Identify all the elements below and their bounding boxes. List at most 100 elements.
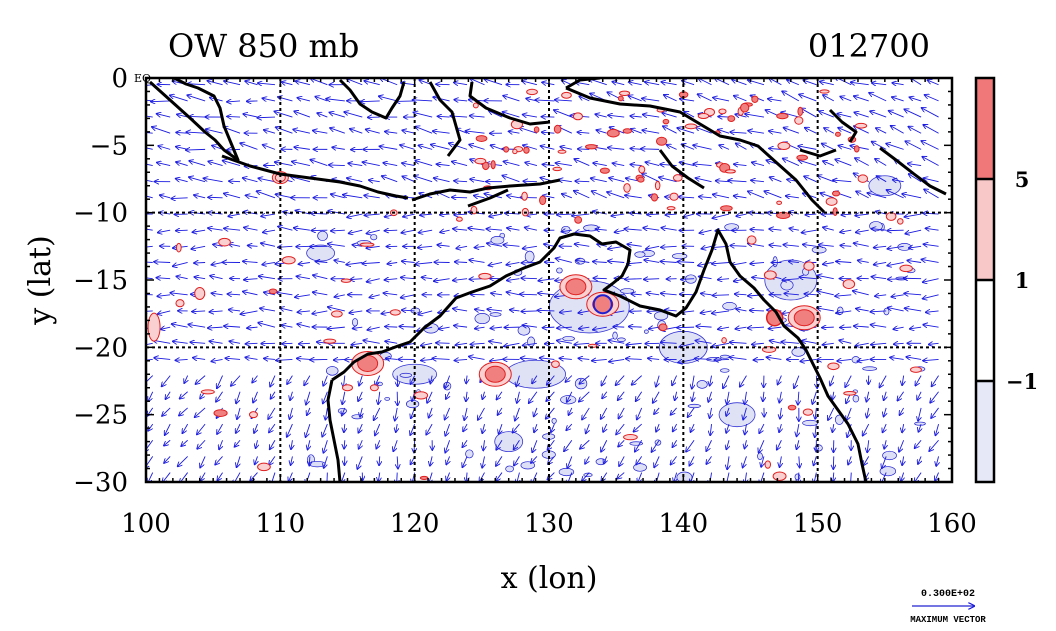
negative-ow-contour: [882, 450, 897, 461]
wind-vector: [258, 323, 276, 328]
wind-vector: [683, 214, 695, 217]
wind-vector: [506, 262, 520, 264]
wind-vector: [180, 391, 188, 399]
wind-vector: [675, 391, 677, 400]
wind-vector: [379, 456, 380, 465]
positive-ow-contour: [175, 299, 185, 308]
wind-vector: [840, 230, 852, 232]
wind-vector: [871, 343, 887, 344]
wind-vector: [328, 307, 345, 312]
wind-vector: [679, 197, 695, 198]
wind-vector: [308, 440, 310, 449]
wind-vector: [270, 440, 276, 449]
wind-vector: [170, 95, 188, 102]
positive-ow-contour: [539, 195, 547, 206]
wind-vector: [923, 278, 939, 283]
wind-vector: [375, 423, 381, 435]
positive-ow-contour: [794, 116, 804, 125]
wind-vector: [379, 146, 398, 150]
wind-vector: [321, 489, 328, 501]
java-coast: [221, 154, 409, 200]
wind-vector: [543, 327, 555, 328]
wind-vector: [353, 327, 363, 328]
wind-vector: [173, 341, 188, 343]
positive-ow-contour: [552, 166, 563, 172]
vector-key-value: 0.300E+02: [921, 589, 975, 600]
wind-vector: [678, 262, 695, 263]
wind-vector: [531, 456, 538, 463]
wind-vector: [633, 423, 642, 432]
positive-ow-contour: [557, 149, 567, 154]
wind-vector: [555, 100, 572, 101]
wind-vector: [154, 358, 171, 360]
sumatra-coast: [148, 78, 240, 162]
wind-vector: [445, 489, 450, 501]
lesser-sunda-coast: [411, 178, 561, 208]
wind-vector: [680, 162, 695, 166]
wind-vector: [194, 277, 206, 279]
wind-vector: [909, 174, 922, 183]
wind-vector: [680, 294, 695, 295]
wind-vector: [401, 230, 415, 233]
negative-ow-contour: [802, 419, 819, 427]
wind-vector: [557, 214, 572, 215]
wind-vector: [520, 294, 537, 295]
wind-vector: [243, 114, 258, 117]
wind-vector: [386, 358, 398, 359]
wind-vector: [815, 424, 817, 437]
wind-vector: [643, 115, 660, 118]
wind-vector: [902, 194, 922, 199]
wind-vector: [182, 423, 189, 433]
wind-vector: [656, 423, 659, 432]
wind-vector: [534, 423, 537, 432]
y-tick-label: −5: [90, 131, 128, 161]
wind-vector: [454, 214, 468, 215]
wind-vector: [567, 391, 573, 402]
wind-vector: [252, 375, 258, 383]
wind-vector: [762, 489, 764, 501]
wind-vector: [446, 456, 449, 464]
negative-ow-contour: [465, 449, 474, 459]
wind-vector: [712, 342, 730, 346]
wind-vector: [197, 423, 206, 434]
wind-vector: [789, 261, 799, 262]
wind-vector: [176, 162, 188, 166]
wind-vector: [713, 98, 730, 102]
wind-vector: [824, 128, 834, 134]
wind-vector: [768, 99, 782, 101]
wind-vector: [146, 262, 153, 263]
wind-vector: [197, 439, 206, 449]
wind-vector: [397, 472, 398, 482]
wind-vector: [254, 423, 257, 433]
negative-ow-contour: [520, 461, 536, 470]
positive-ow-contour: [697, 112, 710, 119]
positive-ow-contour: [475, 135, 488, 142]
wind-vector: [483, 440, 484, 450]
wind-vector: [718, 327, 730, 329]
wind-vector: [803, 244, 817, 246]
wind-vector: [366, 246, 380, 248]
wind-vector: [343, 195, 363, 199]
wind-vector: [680, 99, 695, 101]
wind-vector: [608, 340, 625, 343]
positive-ow-contour: [572, 112, 583, 121]
wind-vector: [276, 194, 293, 199]
wind-vector: [491, 293, 503, 295]
wind-vector: [534, 407, 537, 416]
wind-vector: [576, 260, 590, 262]
wind-vector: [726, 407, 729, 416]
negative-ow-contour: [399, 372, 413, 378]
wind-vector: [693, 164, 712, 166]
wind-vector: [347, 213, 363, 217]
wind-vector: [840, 245, 852, 246]
positive-ow-contour: [751, 95, 759, 103]
negative-ow-contour: [634, 251, 646, 258]
wind-vector: [474, 196, 485, 198]
wind-vector: [706, 456, 712, 464]
wind-vector: [714, 359, 730, 360]
positive-ow-contour: [843, 390, 857, 396]
wind-vector: [632, 375, 642, 385]
wind-vector: [830, 375, 835, 386]
wind-vector: [164, 456, 171, 463]
vector-key-caption: MAXIMUM VECTOR: [910, 615, 986, 625]
